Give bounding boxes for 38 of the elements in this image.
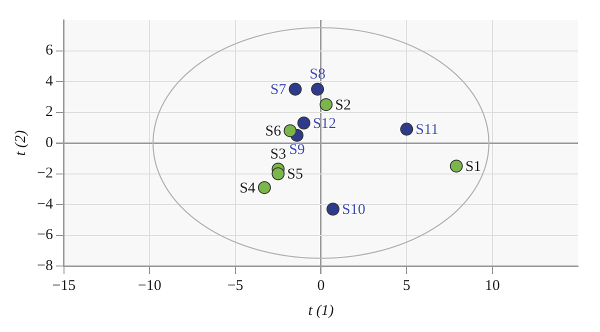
y-tick-label: −2 <box>36 166 53 182</box>
point <box>288 82 302 96</box>
y-axis-title: t (2) <box>12 130 29 156</box>
x-tick-label: 10 <box>484 278 500 294</box>
x-tick-label: 0 <box>317 278 325 294</box>
annotation: S9 <box>289 142 305 158</box>
point <box>284 124 297 138</box>
annotation: S8 <box>310 66 326 83</box>
annotation: S10 <box>342 202 366 218</box>
point <box>311 82 324 96</box>
annotation: S4 <box>240 180 256 197</box>
annotation: S5 <box>287 166 303 183</box>
annotation: S11 <box>416 122 438 138</box>
y-tick-label: 0 <box>45 134 53 151</box>
y-tick-label: −4 <box>36 196 54 212</box>
point <box>400 122 414 136</box>
annotation: S6 <box>265 124 282 140</box>
point <box>450 160 463 173</box>
y-tick-label: −6 <box>36 227 54 244</box>
annotation: S1 <box>465 159 482 175</box>
annotation: S7 <box>270 82 287 98</box>
x-tick-label: −5 <box>227 278 244 294</box>
x-tick-label: 5 <box>402 278 410 294</box>
point <box>326 202 340 216</box>
point <box>320 98 333 112</box>
x-axis-title: t (1) <box>308 302 334 319</box>
y-tick-label: 6 <box>45 42 54 59</box>
annotation: S12 <box>312 116 336 132</box>
point <box>297 116 310 130</box>
x-tick-label: −15 <box>52 278 76 294</box>
y-tick-label: −8 <box>36 258 53 274</box>
y-tick-label: 2 <box>45 104 53 120</box>
annotation: S2 <box>335 98 351 114</box>
point <box>258 181 271 194</box>
x-tick-label: −10 <box>138 278 162 294</box>
point <box>272 167 285 180</box>
y-tick-label: 4 <box>45 73 54 90</box>
annotation: S3 <box>270 146 286 163</box>
